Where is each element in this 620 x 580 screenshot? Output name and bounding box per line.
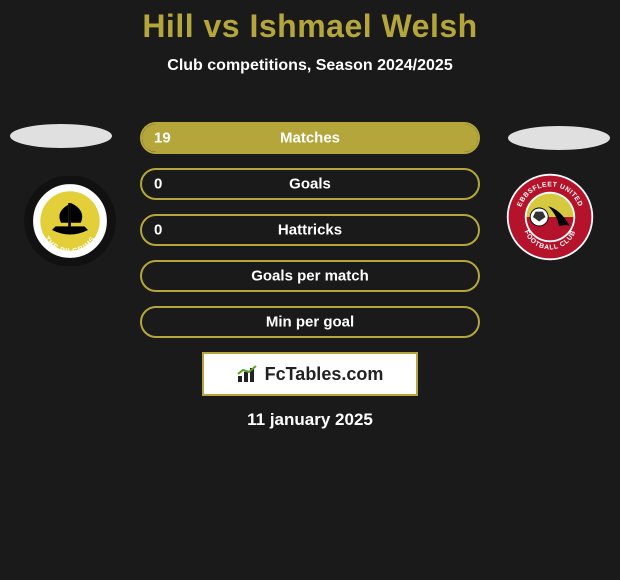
player-photo-left [10, 124, 112, 148]
stat-value-left: 19 [154, 130, 171, 147]
subtitle: Club competitions, Season 2024/2025 [0, 57, 620, 75]
stat-row: 0 Hattricks [140, 214, 480, 246]
date-text: 11 january 2025 [247, 410, 373, 430]
ebbsfleet-united-badge-icon: EBBSFLEET UNITED FOOTBALL CLUB [500, 172, 600, 262]
stat-label: Goals per match [251, 268, 369, 285]
page-title: Hill vs Ishmael Welsh [0, 0, 620, 45]
stat-value-left: 0 [154, 222, 162, 239]
stat-row: 19 Matches [140, 122, 480, 154]
stat-label: Goals [289, 176, 331, 193]
stats-comparison: 19 Matches 0 Goals 0 Hattricks Goals per match… [140, 122, 480, 352]
stat-row: Min per goal [140, 306, 480, 338]
club-crest-right: EBBSFLEET UNITED FOOTBALL CLUB [500, 172, 600, 262]
bar-chart-icon [237, 365, 259, 383]
stat-row: Goals per match [140, 260, 480, 292]
player-photo-right [508, 126, 610, 150]
brand-badge[interactable]: FcTables.com [202, 352, 418, 396]
boston-united-badge-icon: BOSTON UNITED THE PILGRIMS [20, 176, 120, 266]
stat-label: Hattricks [278, 222, 342, 239]
stat-label: Matches [280, 130, 340, 147]
club-crest-left: BOSTON UNITED THE PILGRIMS [20, 176, 120, 266]
stat-row: 0 Goals [140, 168, 480, 200]
stat-value-left: 0 [154, 176, 162, 193]
stat-label: Min per goal [266, 314, 354, 331]
brand-text: FcTables.com [265, 364, 384, 385]
